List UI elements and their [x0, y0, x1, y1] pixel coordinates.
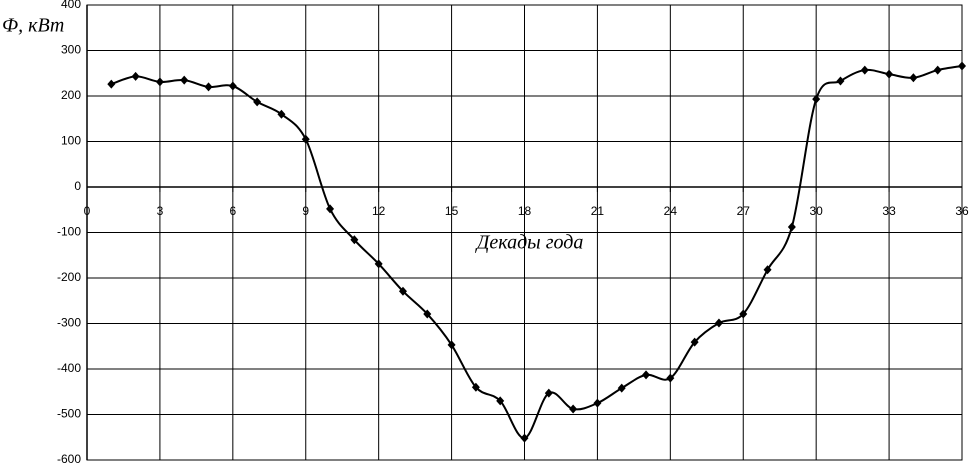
marker	[253, 97, 262, 107]
marker	[836, 76, 845, 86]
marker	[739, 309, 748, 319]
marker	[860, 65, 869, 75]
x-tick-label: 18	[518, 204, 532, 218]
x-axis-label: Декады года	[475, 232, 584, 254]
y-tick-label: -300	[57, 316, 81, 330]
marker	[447, 340, 456, 350]
y-tick-label: -500	[57, 407, 81, 421]
marker	[301, 134, 310, 144]
marker	[277, 109, 286, 119]
x-tick-label: 30	[809, 204, 823, 218]
marker	[666, 373, 675, 383]
marker	[350, 235, 359, 245]
marker	[763, 265, 772, 275]
y-tick-label: 0	[74, 179, 81, 193]
marker	[471, 382, 480, 392]
marker	[642, 370, 651, 380]
marker	[520, 433, 529, 443]
y-tick-label: -200	[57, 270, 81, 284]
x-tick-label: 9	[302, 204, 309, 218]
y-tick-label: 200	[61, 88, 81, 102]
y-tick-label: -400	[57, 361, 81, 375]
marker	[958, 61, 966, 71]
marker	[933, 65, 942, 75]
marker	[326, 204, 335, 214]
marker	[398, 286, 407, 296]
marker	[569, 404, 578, 414]
x-tick-label: 33	[882, 204, 896, 218]
marker	[374, 259, 383, 269]
x-tick-label: 15	[445, 204, 459, 218]
y-tick-label: -600	[57, 452, 81, 466]
y-tick-label: 300	[61, 43, 81, 57]
marker	[593, 398, 602, 408]
marker	[228, 81, 237, 91]
y-tick-label: 100	[61, 134, 81, 148]
marker	[885, 69, 894, 79]
marker	[714, 318, 723, 328]
x-tick-label: 3	[157, 204, 164, 218]
marker	[909, 73, 918, 83]
marker	[155, 77, 164, 87]
x-tick-label: 27	[737, 204, 751, 218]
marker	[690, 337, 699, 347]
x-tick-label: 21	[591, 204, 605, 218]
x-tick-label: 24	[664, 204, 678, 218]
x-tick-label: 6	[229, 204, 236, 218]
marker	[107, 79, 116, 89]
x-tick-label: 12	[372, 204, 386, 218]
marker	[180, 75, 189, 85]
marker	[204, 82, 213, 92]
marker	[787, 222, 796, 232]
marker	[617, 383, 626, 393]
marker	[423, 309, 432, 319]
marker	[496, 396, 505, 406]
marker	[812, 94, 821, 104]
y-tick-label: -100	[57, 225, 81, 239]
marker	[544, 388, 553, 398]
y-axis-label: Ф, кВт	[2, 15, 64, 37]
marker	[131, 71, 140, 81]
y-tick-label: 400	[61, 0, 81, 11]
